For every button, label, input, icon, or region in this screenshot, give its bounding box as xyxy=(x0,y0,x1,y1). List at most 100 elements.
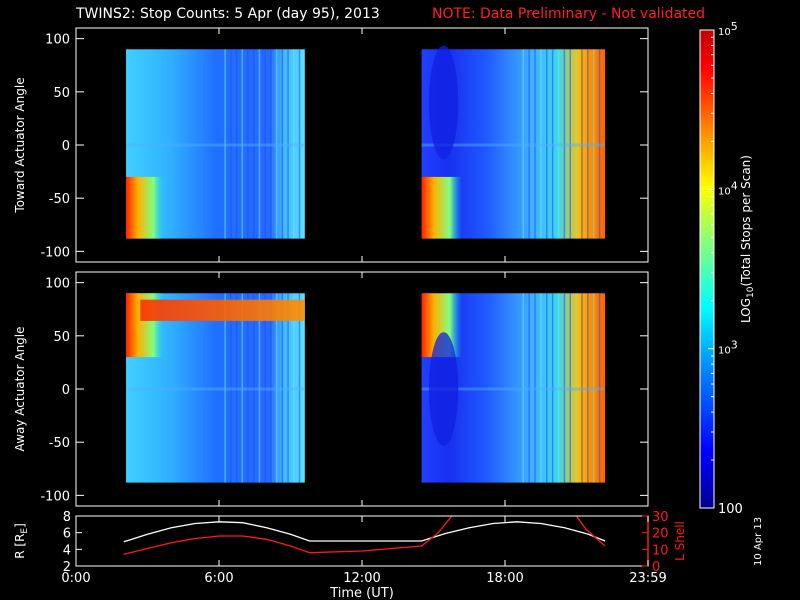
heatmap-zero-band xyxy=(126,143,305,147)
y-tick-label: -50 xyxy=(49,436,70,451)
heatmap-streak xyxy=(293,49,295,239)
heatmap-streak xyxy=(241,49,244,239)
heatmap-streak xyxy=(252,293,255,483)
heatmap-streak xyxy=(224,49,226,239)
colorbar-gradient xyxy=(700,30,714,508)
heatmap-streak xyxy=(575,49,577,239)
x-tick-label: 6:00 xyxy=(204,571,233,586)
heatmap-hot-region xyxy=(421,176,462,239)
heatmap-streak xyxy=(528,293,530,483)
heatmap-streak xyxy=(247,293,249,483)
heatmap-streak xyxy=(546,293,548,483)
heatmap-streak xyxy=(540,49,542,239)
colorbar-frame xyxy=(699,29,715,509)
colorbar-tick-label: 103 xyxy=(718,339,738,357)
heatmap-streak xyxy=(224,293,226,483)
heatmap-streak xyxy=(287,293,289,483)
heatmap-streak xyxy=(235,49,238,239)
y-tick-label: 50 xyxy=(53,86,70,101)
heatmap-zero-band xyxy=(421,143,606,147)
x-axis-label: Time (UT) xyxy=(329,586,394,600)
y-tick-label-right: 20 xyxy=(652,527,669,542)
heatmap-streak xyxy=(293,293,295,483)
heatmap-streak xyxy=(281,293,284,483)
title-note: NOTE: Data Preliminary - Not validated xyxy=(432,6,706,22)
y-tick-label: -100 xyxy=(40,489,70,504)
heatmap-streak xyxy=(258,49,261,239)
heatmap-streak xyxy=(235,293,238,483)
heatmap-streak xyxy=(241,293,244,483)
colorbar: 105 104 103 100 LOG10(Total Stops per Scan) xyxy=(699,20,756,517)
y-axis-label: Away Actuator Angle xyxy=(13,326,27,451)
x-tick-label: 23:59 xyxy=(629,571,666,586)
y-tick-label: 0 xyxy=(62,383,70,398)
heatmap-streak xyxy=(575,293,577,483)
y-tick-label-right: 10 xyxy=(652,543,669,558)
heatmap-zero-band xyxy=(126,387,305,391)
heatmap-streak xyxy=(281,49,284,239)
x-tick-label: 0:00 xyxy=(61,571,90,586)
colorbar-tick-label: 104 xyxy=(718,179,738,197)
heatmap-streak xyxy=(528,49,530,239)
y-tick-label: 100 xyxy=(45,277,70,292)
heatmap-streak xyxy=(230,49,232,239)
heatmap-streak xyxy=(551,49,554,239)
heatmap-streak xyxy=(264,49,266,239)
heatmap-streak xyxy=(563,293,566,483)
heatmap-streak xyxy=(522,293,525,483)
heatmap-streak xyxy=(298,293,301,483)
heatmap-streak xyxy=(587,293,589,483)
heatmap-streak xyxy=(287,49,289,239)
series-line-radius xyxy=(123,521,606,543)
heatmap-streak xyxy=(569,293,571,483)
orbit-lines xyxy=(123,516,606,555)
y-tick-label-left: 4 xyxy=(63,543,71,558)
heatmap-streak xyxy=(252,49,255,239)
heatmap-streak xyxy=(230,293,232,483)
colorbar-tick-label: 100 xyxy=(718,502,743,517)
series-line-lshell xyxy=(123,516,606,555)
heatmap-streak xyxy=(540,293,542,483)
heatmap-streak xyxy=(581,49,583,239)
y-tick-label: -100 xyxy=(40,245,70,260)
heatmap-streak xyxy=(563,49,566,239)
y-tick-label-left: 8 xyxy=(63,510,71,525)
y-tick-label: 50 xyxy=(53,330,70,345)
x-tick-label: 18:00 xyxy=(486,571,523,586)
heatmap-streak xyxy=(592,293,595,483)
x-tick-label: 12:00 xyxy=(343,571,380,586)
heatmap-low-lobe xyxy=(428,45,459,160)
heatmap-streak xyxy=(275,293,278,483)
heatmap-streak xyxy=(581,293,583,483)
colorbar-label: LOG10(Total Stops per Scan) xyxy=(739,155,756,323)
side-date-label: 10 Apr 13 xyxy=(753,516,764,566)
heatmap-streak xyxy=(270,49,272,239)
heatmap-panel-away: 100 50 0 -50 -100 Away Actuator Angle xyxy=(13,271,649,507)
heatmap-streak xyxy=(534,49,536,239)
y-tick-label-left: 2 xyxy=(63,560,71,575)
heatmap-hot-region xyxy=(126,176,166,239)
heatmap-streak xyxy=(247,49,249,239)
heatmap-high-band xyxy=(140,299,305,321)
colorbar-tick-label: 105 xyxy=(718,20,738,38)
heatmap-streak xyxy=(569,49,571,239)
heatmap-streak xyxy=(592,49,595,239)
title-main: TWINS2: Stop Counts: 5 Apr (day 95), 201… xyxy=(76,6,380,22)
heatmap-streak xyxy=(551,293,554,483)
heatmap-streak xyxy=(298,49,301,239)
heatmap-streak xyxy=(557,293,560,483)
y-axis-label-left: R [RE] xyxy=(13,523,30,559)
heatmap-streak xyxy=(522,49,525,239)
heatmap-streak xyxy=(587,49,589,239)
y-tick-label-right: 30 xyxy=(652,510,669,525)
heatmap-streak xyxy=(270,293,272,483)
y-tick-label-right: 0 xyxy=(652,560,660,575)
heatmap-streak xyxy=(557,49,560,239)
y-tick-label: 0 xyxy=(62,139,70,154)
y-axis-label: Toward Actuator Angle xyxy=(13,77,27,213)
y-tick-label: 100 xyxy=(45,33,70,48)
heatmap-streak xyxy=(264,293,266,483)
heatmap-streak xyxy=(598,293,601,483)
